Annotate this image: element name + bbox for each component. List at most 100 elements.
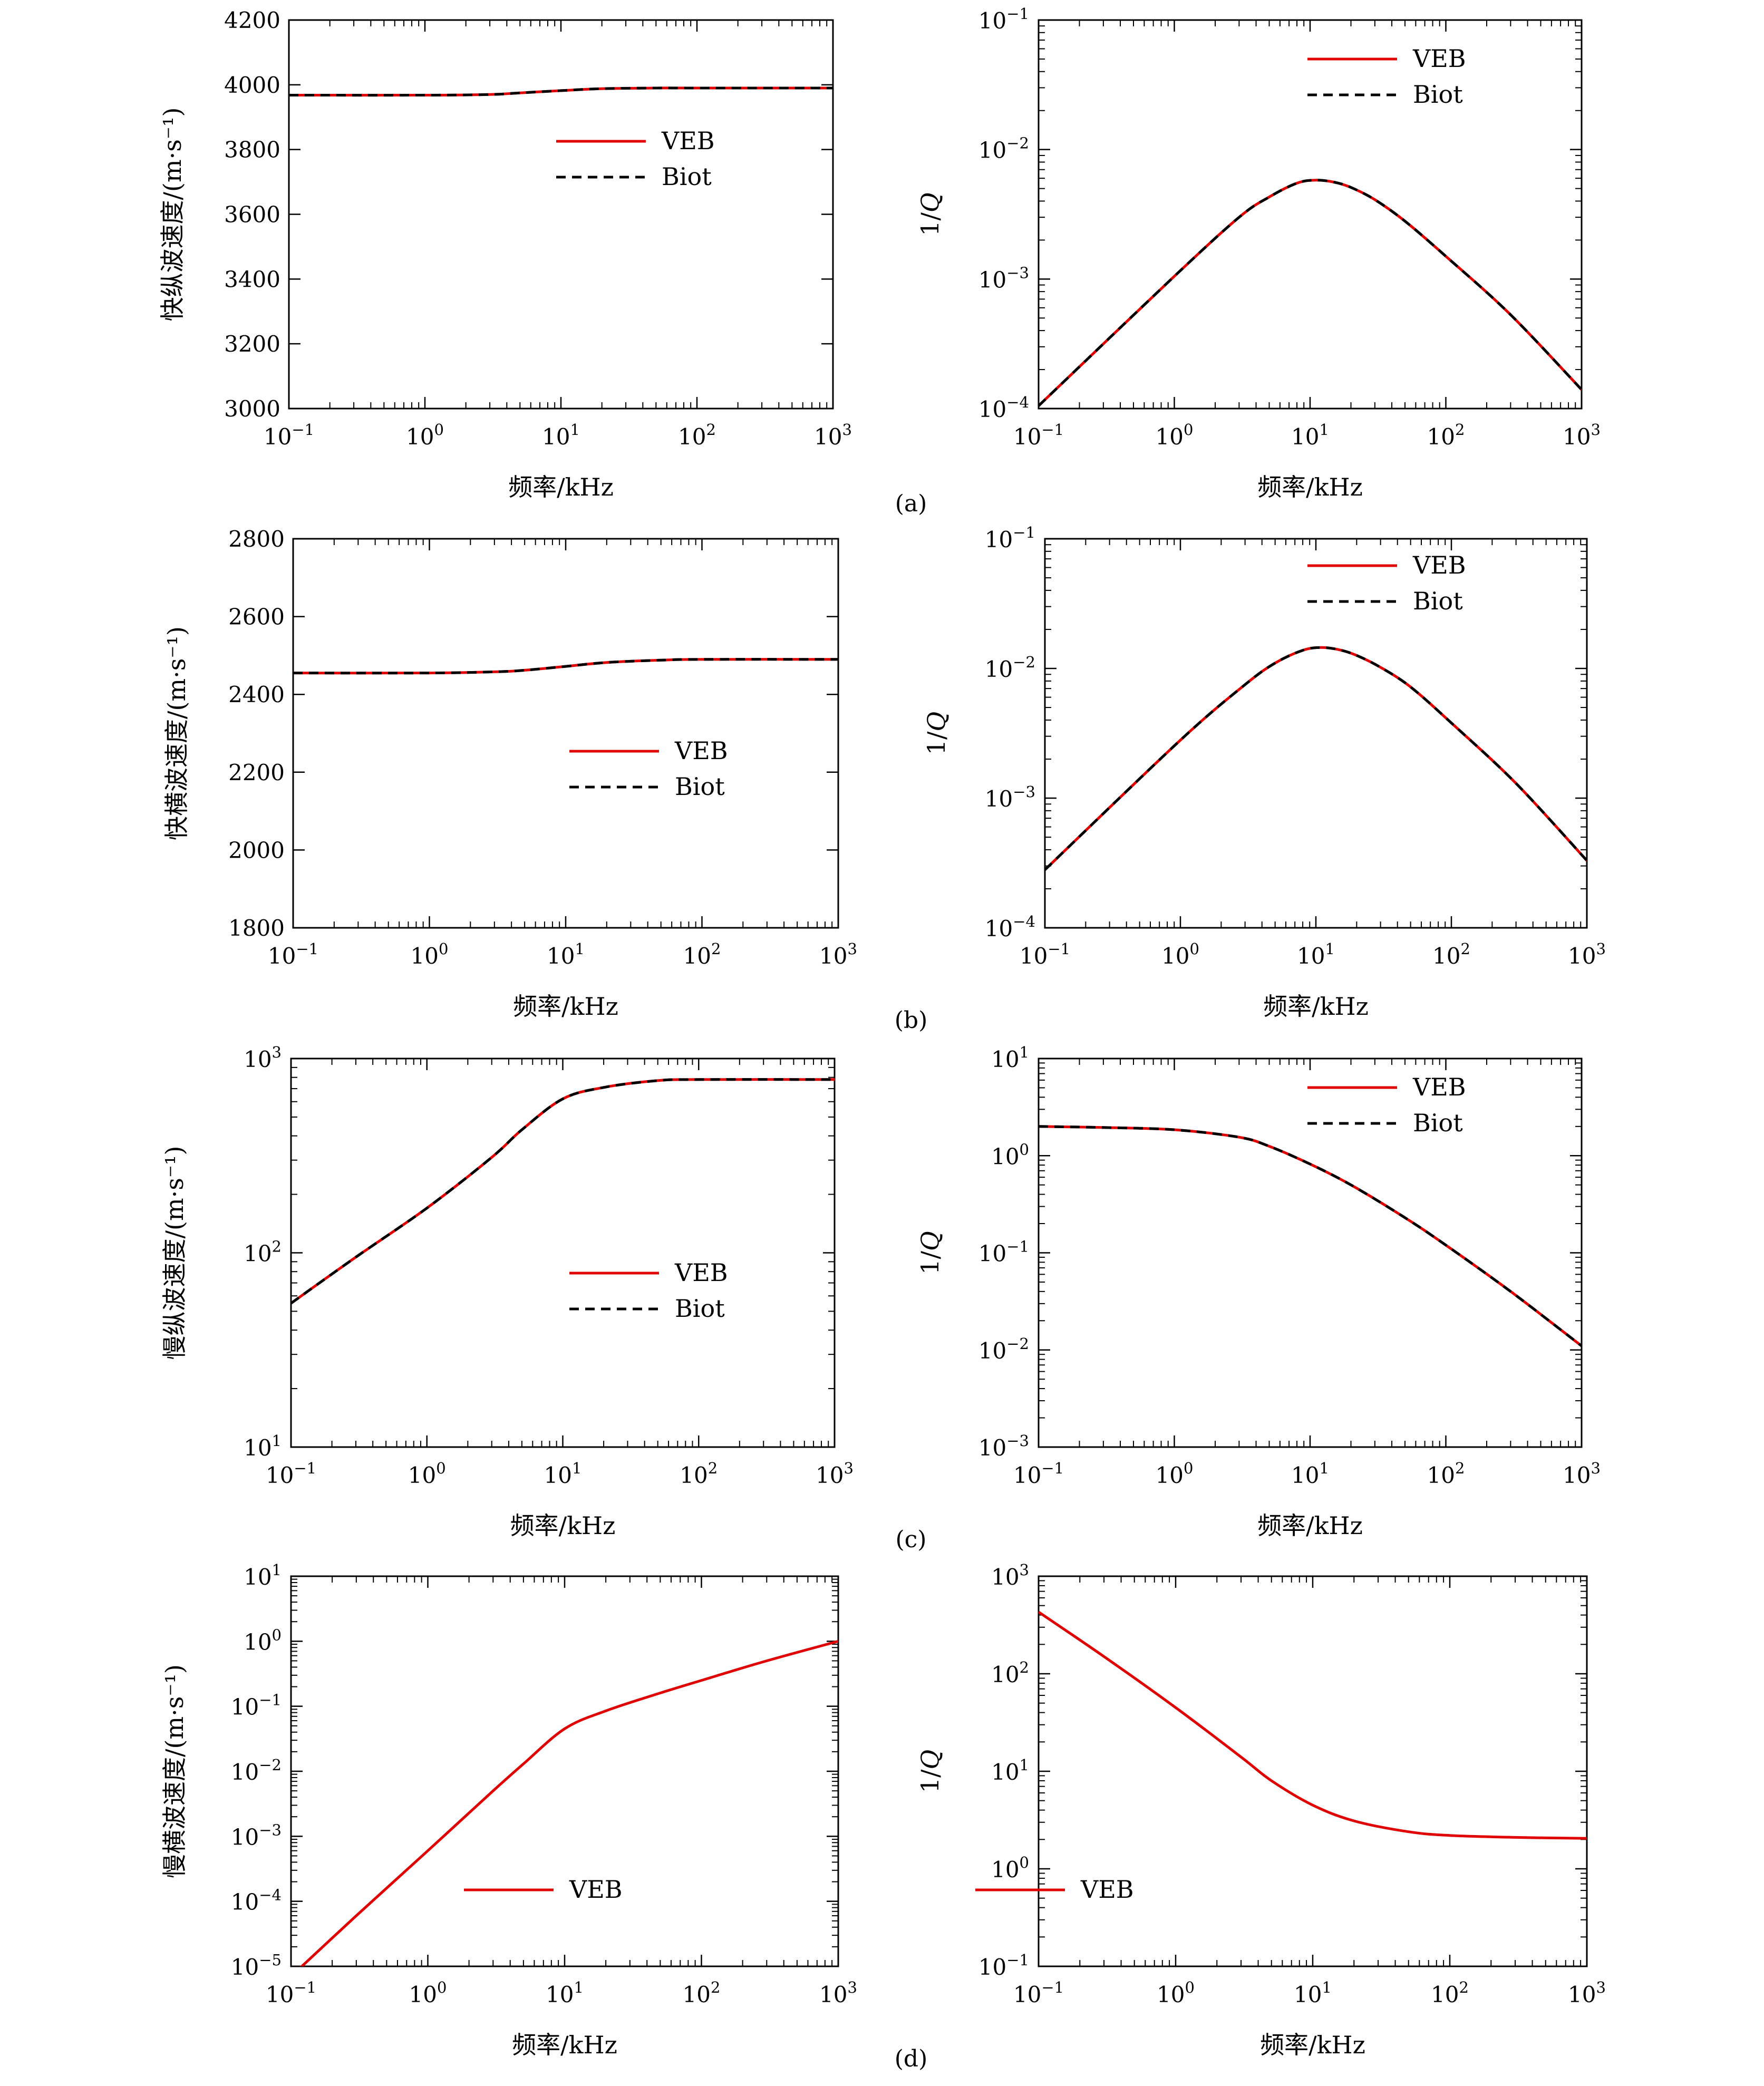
plot-frame: [1038, 1057, 1583, 1448]
x-axis-label: 频率/kHz: [510, 1511, 616, 1540]
x-axis-label: 频率/kHz: [1260, 2031, 1365, 2059]
y-tick-label: 3200: [224, 331, 280, 357]
y-tick-label: 2800: [228, 526, 285, 552]
y-tick-label: 1800: [228, 915, 285, 941]
x-tick-label: 101: [1297, 940, 1335, 969]
x-tick-label: 100: [1161, 940, 1199, 969]
y-axis-label: 慢纵波速度/(m·s⁻¹): [160, 1146, 189, 1360]
x-tick-label: 102: [1431, 1978, 1469, 2007]
y-tick-label: 10−4: [231, 1886, 282, 1915]
chart-panel-a-right: 10−1 100 101 102 103 10−4 10−3 10−2 10−1 频率/kHz 1/…: [916, 5, 1601, 501]
y-tick-label: 10−4: [985, 913, 1035, 942]
legend-label-veb: VEB: [1080, 1875, 1134, 1904]
series-line-veb: [1039, 1610, 1587, 1840]
y-tick-label: 4200: [224, 7, 280, 33]
x-tick-label: 102: [683, 1978, 721, 2007]
x-tick-label: 10−1: [1013, 421, 1064, 450]
x-tick-label: 102: [683, 940, 721, 969]
y-tick-label: 2400: [228, 682, 285, 707]
x-tick-label: 100: [1157, 1978, 1195, 2007]
x-tick-label: 101: [547, 940, 585, 969]
y-axis-label: 1/Q: [916, 1750, 944, 1793]
plot-frame: [292, 538, 839, 929]
x-tick-label: 103: [1563, 1459, 1601, 1488]
series-line-biot: [1039, 179, 1582, 407]
y-tick-label: 4000: [224, 72, 280, 98]
x-axis-label: 频率/kHz: [1257, 473, 1363, 501]
x-tick-label: 10−1: [266, 1978, 316, 2007]
y-axis-label: 快纵波速度/(m·s⁻¹): [158, 108, 187, 322]
legend-label-veb: VEB: [674, 1258, 728, 1287]
panel-label: (b): [895, 1007, 928, 1034]
series-line-veb: [299, 1639, 838, 1966]
y-tick-label: 10−2: [978, 1335, 1029, 1364]
x-tick-label: 10−1: [268, 940, 318, 969]
x-axis-label: 频率/kHz: [1263, 992, 1369, 1021]
plot-frame: [1038, 1575, 1588, 1967]
x-tick-label: 101: [544, 1459, 582, 1488]
x-tick-label: 103: [1563, 421, 1601, 450]
y-tick-label: 10−1: [985, 523, 1035, 552]
y-tick-label: 101: [991, 1756, 1029, 1785]
x-tick-label: 102: [680, 1459, 718, 1488]
plot-frame: [290, 1575, 839, 1967]
x-tick-label: 101: [546, 1978, 584, 2007]
y-tick-label: 10−2: [978, 134, 1029, 163]
legend-label-biot: Biot: [1413, 587, 1463, 615]
x-tick-label: 101: [1294, 1978, 1332, 2007]
plot-frame: [288, 19, 834, 410]
y-tick-label: 3600: [224, 202, 280, 228]
y-axis-label: 慢横波速度/(m·s⁻¹): [160, 1664, 189, 1878]
y-tick-label: 10−5: [231, 1951, 282, 1980]
series-line-biot: [293, 658, 838, 675]
x-axis-label: 频率/kHz: [513, 992, 618, 1021]
y-tick-label: 3400: [224, 266, 280, 292]
x-tick-label: 103: [1568, 940, 1606, 969]
chart-panel-c-right: 10−1 100 101 102 103 10−3 10−2 10−1 100 101 频率/kHz…: [916, 1043, 1601, 1540]
x-tick-label: 100: [411, 940, 449, 969]
y-tick-label: 10−3: [231, 1821, 282, 1850]
x-tick-label: 101: [1291, 1459, 1329, 1488]
x-tick-label: 103: [1568, 1978, 1606, 2007]
plot-frame: [290, 1057, 836, 1448]
x-tick-label: 10−1: [1020, 940, 1070, 969]
y-axis-label: 快横波速度/(m·s⁻¹): [162, 626, 191, 840]
y-tick-label: 10−3: [978, 1432, 1029, 1461]
x-tick-label: 10−1: [266, 1459, 316, 1488]
x-tick-label: 103: [816, 1459, 854, 1488]
x-tick-label: 101: [1291, 421, 1329, 450]
x-axis-label: 频率/kHz: [508, 473, 614, 501]
y-tick-label: 10−2: [985, 653, 1035, 682]
panel-label: (c): [896, 1526, 927, 1553]
y-tick-label: 100: [991, 1854, 1029, 1883]
y-tick-label: 10−1: [978, 1238, 1029, 1267]
legend-label-veb: VEB: [1412, 551, 1466, 579]
y-axis-label: 1/Q: [916, 192, 944, 236]
y-axis-label: 1/Q: [922, 712, 951, 755]
legend-label-biot: Biot: [662, 162, 712, 191]
x-tick-label: 101: [542, 421, 580, 450]
x-tick-label: 103: [814, 421, 852, 450]
x-tick-label: 102: [678, 421, 716, 450]
y-tick-label: 10−1: [978, 1951, 1029, 1980]
y-tick-label: 10−3: [985, 783, 1035, 812]
legend-label-biot: Biot: [675, 772, 725, 801]
panel-label: (a): [895, 490, 927, 517]
series-line-biot: [1039, 1125, 1582, 1347]
y-tick-label: 100: [244, 1626, 282, 1655]
series-line-veb: [1045, 646, 1587, 871]
y-tick-label: 103: [244, 1043, 282, 1072]
y-tick-label: 3000: [224, 396, 280, 422]
series-line-biot: [291, 1078, 835, 1305]
x-tick-label: 10−1: [1013, 1459, 1064, 1488]
y-tick-label: 10−1: [231, 1691, 282, 1720]
legend-label-veb: VEB: [661, 127, 715, 155]
y-tick-label: 101: [991, 1043, 1029, 1072]
y-axis-label: 1/Q: [916, 1231, 944, 1274]
legend-label-biot: Biot: [1413, 80, 1463, 109]
x-tick-label: 102: [1427, 421, 1465, 450]
y-tick-label: 3800: [224, 137, 280, 163]
legend-label-veb: VEB: [569, 1875, 623, 1904]
y-tick-label: 2000: [228, 837, 285, 863]
y-tick-label: 100: [991, 1140, 1029, 1169]
